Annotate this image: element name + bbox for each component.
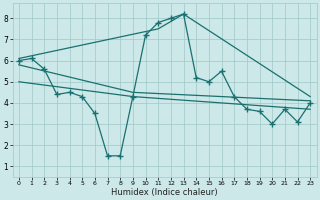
X-axis label: Humidex (Indice chaleur): Humidex (Indice chaleur): [111, 188, 218, 197]
